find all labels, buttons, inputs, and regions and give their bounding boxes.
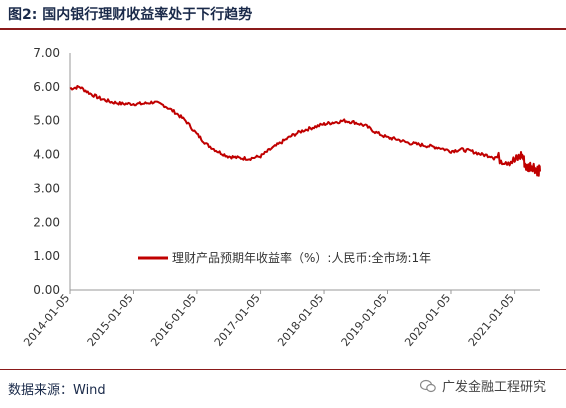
y-tick-label: 3.00: [33, 181, 60, 195]
legend-label: 理财产品预期年收益率（%）:人民币:全市场:1年: [172, 250, 431, 265]
watermark: 广发金融工程研究: [419, 376, 546, 395]
x-tick-label: 2021-01-05: [466, 292, 517, 349]
y-tick-label: 0.00: [33, 283, 60, 297]
series-line: [69, 85, 541, 177]
figure-title: 图2: 国内银行理财收益率处于下行趋势: [8, 7, 253, 23]
x-tick-label: 2016-01-05: [148, 292, 199, 349]
title-divider: [0, 28, 566, 30]
x-axis-ticks: 2014-01-05 2015-01-05 2016-01-05 2017-01-05…: [21, 290, 517, 349]
x-tick-label: 2017-01-05: [212, 292, 263, 349]
wechat-icon: [419, 379, 436, 392]
y-tick-label: 4.00: [33, 148, 60, 162]
chart-legend: 理财产品预期年收益率（%）:人民币:全市场:1年: [138, 250, 431, 265]
footer-divider: [0, 369, 566, 370]
chart-axes: [69, 53, 540, 291]
watermark-text: 广发金融工程研究: [441, 380, 546, 395]
y-tick-label: 7.00: [33, 46, 60, 60]
y-tick-label: 2.00: [33, 215, 60, 229]
x-tick-label: 2018-01-05: [275, 292, 326, 349]
x-tick-label: 2015-01-05: [85, 292, 136, 349]
y-tick-label: 1.00: [33, 249, 60, 263]
y-tick-label: 5.00: [33, 114, 60, 128]
series-layer: [69, 85, 541, 177]
y-tick-label: 6.00: [33, 80, 60, 94]
x-tick-label: 2014-01-05: [21, 292, 72, 349]
x-tick-label: 2019-01-05: [339, 292, 390, 349]
x-tick-label: 2020-01-05: [402, 292, 453, 349]
data-source: 数据来源：Wind: [8, 383, 106, 398]
y-axis-ticks: 0.00 1.00 2.00 3.00 4.00 5.00 6.00 7.00: [33, 46, 60, 297]
